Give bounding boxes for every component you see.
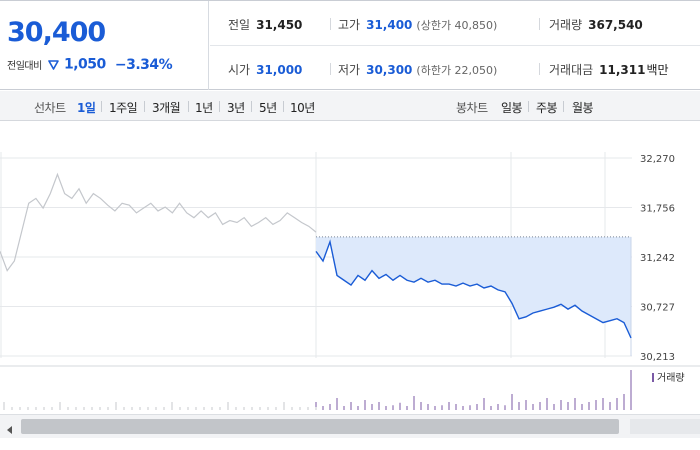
stat-lower-limit: (하한가 22,050): [416, 64, 498, 77]
stat-prev-close-label: 전일: [228, 18, 251, 32]
chart-period-tabs: 선차트 1일 1주일 3개월 1년 3년 5년 10년 봉차트 일봉 주봉 월봉: [0, 91, 700, 121]
line-chart-label: 선차트: [34, 101, 66, 115]
stat-turnover-value: 11,311: [599, 63, 646, 77]
stat-open: 시가 31,000: [228, 61, 302, 78]
tab-1-year[interactable]: 1년: [195, 101, 213, 115]
stat-high-label: 고가: [338, 18, 361, 32]
tab-1-day[interactable]: 1일: [77, 101, 96, 115]
chart-scrollbar[interactable]: [0, 414, 700, 438]
stat-open-label: 시가: [228, 63, 251, 77]
candle-chart-label: 봉차트: [456, 101, 488, 115]
y-tick-label: 32,270: [640, 154, 675, 165]
y-tick-label: 31,242: [640, 253, 675, 264]
scroll-thumb[interactable]: [21, 419, 619, 434]
stat-prev-close: 전일 31,450: [228, 16, 302, 33]
tab-divider: [283, 101, 284, 112]
change-row: 전일대비 1,050 −3.34%: [7, 54, 173, 74]
stat-open-value: 31,000: [256, 63, 303, 77]
price-chart[interactable]: 32,270 31,756 31,242 30,727 30,213 거래량: [0, 122, 700, 412]
stat-low-label: 저가: [338, 63, 361, 77]
current-price: 30,400: [7, 17, 106, 48]
divider: [210, 45, 700, 46]
change-label: 전일대비: [7, 61, 42, 72]
tab-divider: [251, 101, 252, 112]
volume-legend-label: 거래량: [657, 372, 685, 384]
tab-divider: [188, 101, 189, 112]
price-chart-svg: 32,270 31,756 31,242 30,727 30,213 거래량: [0, 152, 700, 410]
stat-high: 고가 31,400 (상한가 40,850): [338, 16, 497, 33]
price-box: 30,400 전일대비 1,050 −3.34%: [0, 1, 209, 90]
stat-volume: 거래량 367,540: [549, 16, 643, 33]
stat-upper-limit: (상한가 40,850): [416, 19, 498, 32]
tab-3-months[interactable]: 3개월: [152, 101, 181, 115]
tab-divider: [528, 101, 529, 112]
tab-divider: [219, 101, 220, 112]
down-triangle-icon: [48, 55, 59, 74]
stat-high-value: 31,400: [366, 18, 413, 32]
tab-3-years[interactable]: 3년: [227, 101, 245, 115]
tab-5-years[interactable]: 5년: [259, 101, 277, 115]
stat-volume-label: 거래량: [549, 18, 583, 32]
quote-summary: 30,400 전일대비 1,050 −3.34% 전일 31,450 고가 31,4…: [0, 0, 700, 90]
scroll-track: [630, 419, 700, 434]
stat-low-value: 30,300: [366, 63, 413, 77]
divider: [330, 18, 331, 30]
divider: [330, 63, 331, 75]
prev-session-line: [0, 172, 317, 272]
stat-low: 저가 30,300 (하한가 22,050): [338, 61, 497, 78]
y-tick-label: 30,727: [640, 303, 675, 314]
tab-1-week[interactable]: 1주일: [109, 101, 138, 115]
tab-weekly-candle[interactable]: 주봉: [536, 101, 558, 115]
y-tick-label: 30,213: [640, 352, 675, 363]
change-value: 1,050: [64, 56, 106, 73]
change-percent: −3.34%: [114, 56, 173, 73]
today-session-line: [315, 239, 632, 339]
stat-volume-value: 367,540: [588, 18, 643, 32]
stat-prev-close-value: 31,450: [256, 18, 303, 32]
scroll-left-arrow-icon[interactable]: [4, 421, 16, 434]
volume-legend-swatch: [652, 373, 654, 382]
stat-turnover: 거래대금 11,311백만: [549, 61, 669, 78]
divider: [539, 18, 540, 30]
tab-divider: [144, 101, 145, 112]
stat-turnover-unit: 백만: [646, 63, 669, 77]
tab-daily-candle[interactable]: 일봉: [501, 101, 523, 115]
y-tick-label: 31,756: [640, 204, 675, 215]
tab-monthly-candle[interactable]: 월봉: [572, 101, 594, 115]
divider: [539, 63, 540, 75]
tab-divider: [101, 101, 102, 112]
tab-10-years[interactable]: 10년: [290, 101, 315, 115]
tab-divider: [563, 101, 564, 112]
stat-turnover-label: 거래대금: [549, 63, 594, 77]
today-area-fill: [316, 236, 631, 338]
